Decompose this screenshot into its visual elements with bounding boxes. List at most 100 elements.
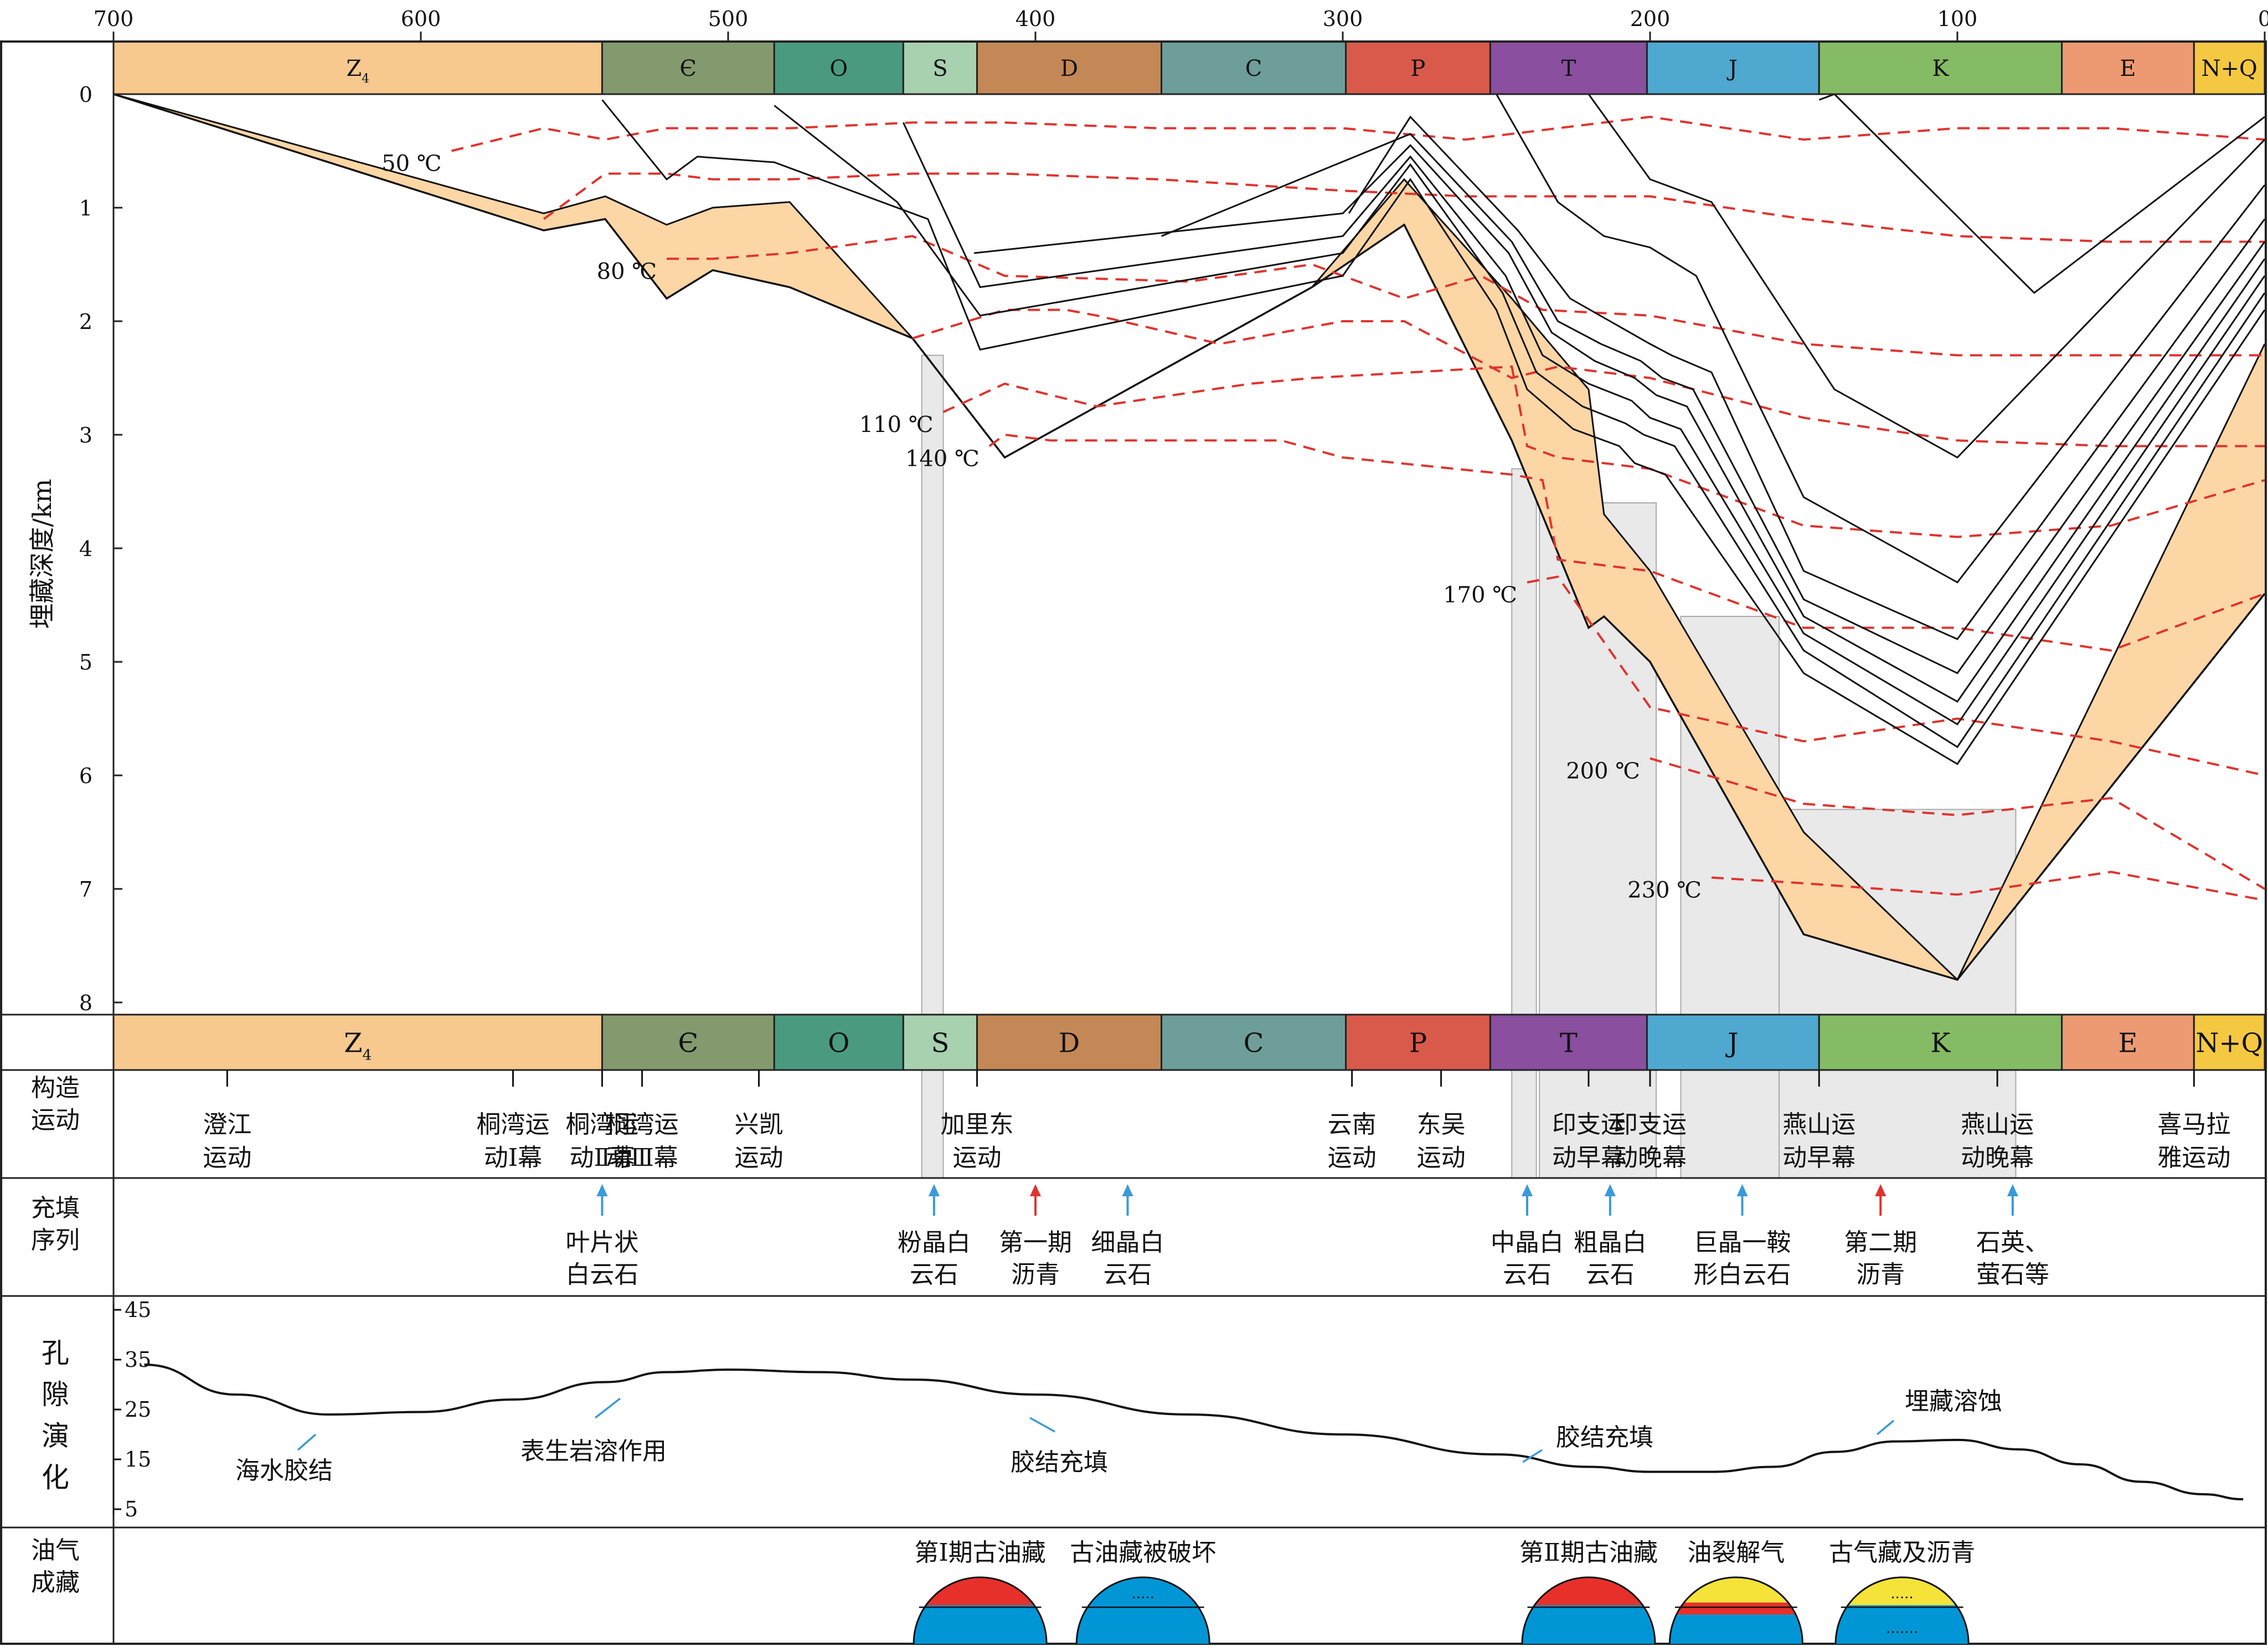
y-tick-label: 1: [79, 196, 92, 220]
filling-sequence-label: 巨晶一鞍形白云石: [1694, 1228, 1791, 1289]
bitumen-dots: ·····: [1890, 1590, 1913, 1607]
period-label-mid: E: [2118, 1027, 2138, 1058]
period-bar-top: [773, 40, 904, 95]
period-label-top: T: [1561, 56, 1576, 81]
period-label-mid: P: [1409, 1027, 1427, 1058]
isotherm-line: [988, 433, 2265, 652]
strata-burial-line: [1348, 115, 2266, 640]
porosity-annotation-arrow: [1876, 1419, 1895, 1436]
tectonic-event-label: 印支运动晚幕: [1614, 1110, 1687, 1172]
isotherm-label: 50 ℃: [382, 151, 441, 177]
period-label-top: O: [829, 56, 848, 81]
bitumen-dots: ·····: [1132, 1590, 1154, 1607]
y-tick-label: 8: [79, 991, 92, 1015]
period-label-mid: S: [931, 1027, 950, 1058]
accumulation-label: 油裂解气: [1687, 1539, 1785, 1567]
filling-arrow-head: [1030, 1184, 1041, 1196]
porosity-tick-label: 5: [125, 1497, 138, 1521]
tectonic-event-label: 喜马拉雅运动: [2157, 1110, 2230, 1172]
filling-sequence-label: 粉晶白云石: [898, 1228, 971, 1289]
period-label-top: J: [1726, 56, 1738, 81]
isotherm-label: 140 ℃: [905, 446, 980, 472]
isotherm-label: 200 ℃: [1566, 758, 1640, 784]
tectonic-event-label: 桐湾运动Ⅲ幕: [606, 1110, 679, 1172]
accumulation-label: 第Ⅰ期古油藏: [914, 1539, 1045, 1567]
strata-burial-line: [1587, 94, 2266, 459]
tectonic-event-label: 燕山运动晚幕: [1961, 1110, 2034, 1172]
period-bar-mid: [1161, 1014, 1347, 1071]
filling-sequence-label: 叶片状白云石: [565, 1228, 638, 1289]
isotherm-line: [1711, 871, 2265, 902]
isotherm-line: [942, 365, 2265, 538]
filling-arrow-head: [1522, 1184, 1533, 1196]
dome-outline: [1668, 1576, 1803, 1644]
tectonic-event-label: 桐湾运动Ⅰ幕: [477, 1110, 550, 1172]
dome-outline: [1075, 1576, 1210, 1644]
isotherm-label: 230 ℃: [1627, 878, 1702, 903]
bitumen-dots: ·······: [1886, 1624, 1918, 1641]
period-bar-mid: [601, 1014, 775, 1071]
isotherm-line: [543, 172, 2265, 243]
row-label-accumulation: 油气成藏: [31, 1536, 80, 1597]
filling-arrow-head: [1736, 1184, 1748, 1196]
tectonic-event-label: 东吴运动: [1417, 1110, 1466, 1172]
period-bar-mid: [976, 1014, 1163, 1071]
filling-arrow-head: [1604, 1184, 1616, 1196]
accumulation-label: 第Ⅱ期古油藏: [1519, 1539, 1658, 1567]
period-label-mid: K: [1931, 1027, 1951, 1058]
porosity-annotation: 表生岩溶作用: [520, 1437, 667, 1465]
period-label-top: P: [1411, 56, 1426, 81]
y-tick-label: 2: [79, 310, 92, 334]
row-label-porosity-char: 孔: [42, 1337, 69, 1369]
porosity-annotation: 胶结充填: [1011, 1448, 1108, 1477]
period-bar-top: [1489, 40, 1648, 95]
oil-fill: [1669, 1602, 1803, 1615]
row-label-porosity-char: 演: [42, 1420, 69, 1452]
filling-arrow-head: [596, 1184, 608, 1196]
period-label-mid: T: [1560, 1027, 1578, 1058]
period-label-mid: Є: [678, 1027, 698, 1058]
period-label-mid: O: [828, 1027, 849, 1058]
isotherm-line: [1650, 757, 2266, 890]
row-label-filling: 充填序列: [31, 1194, 80, 1254]
period-bar-top: [1818, 40, 2063, 95]
strata-burial-line: [1161, 133, 2266, 675]
x-tick-label: 400: [1016, 7, 1056, 31]
isotherm-line: [1527, 575, 2265, 776]
tectonic-event-label: 澄江运动: [203, 1110, 251, 1172]
row-label-porosity-char: 化: [42, 1462, 69, 1494]
x-tick-label: 700: [94, 7, 134, 31]
y-tick-label: 0: [79, 83, 92, 107]
porosity-tick-label: 35: [125, 1347, 151, 1372]
period-bar-top: [2061, 40, 2195, 95]
period-bar-top: [1161, 40, 1347, 95]
strata-burial-line: [973, 144, 2266, 703]
isotherm-line: [667, 235, 2265, 357]
strata-burial-line: [774, 105, 2266, 748]
event-shade-band: [1511, 468, 1537, 1179]
filling-sequence-label: 中晶白云石: [1491, 1228, 1564, 1289]
porosity-annotation-arrow: [297, 1433, 317, 1451]
y-tick-label: 5: [79, 650, 92, 675]
isotherm-line: [912, 308, 2265, 447]
strata-burial-line: [1818, 93, 2265, 294]
x-tick-label: 500: [708, 7, 749, 31]
period-bar-mid: [902, 1014, 978, 1071]
tectonic-event-label: 印支运动早幕: [1552, 1110, 1625, 1172]
tectonic-event-label: 云南运动: [1328, 1110, 1377, 1172]
y-axis-label: 埋藏深度/km: [27, 479, 57, 629]
y-tick-label: 6: [79, 764, 92, 788]
strata-burial-line: [902, 122, 2266, 726]
period-bar-mid: [112, 1014, 603, 1071]
x-tick-label: 600: [401, 7, 441, 31]
period-label-mid: D: [1059, 1027, 1080, 1058]
period-label-mid: J: [1725, 1027, 1738, 1058]
tectonic-event-label: 加里东运动: [941, 1110, 1014, 1172]
filling-sequence-label: 石英、萤石等: [1976, 1228, 2049, 1289]
x-tick-label: 100: [1937, 7, 1978, 31]
dome-outline: [1834, 1576, 1970, 1644]
porosity-annotation-arrow: [1522, 1449, 1543, 1463]
isotherm-label: 170 ℃: [1443, 583, 1517, 608]
x-tick-label: 0: [2258, 7, 2268, 31]
